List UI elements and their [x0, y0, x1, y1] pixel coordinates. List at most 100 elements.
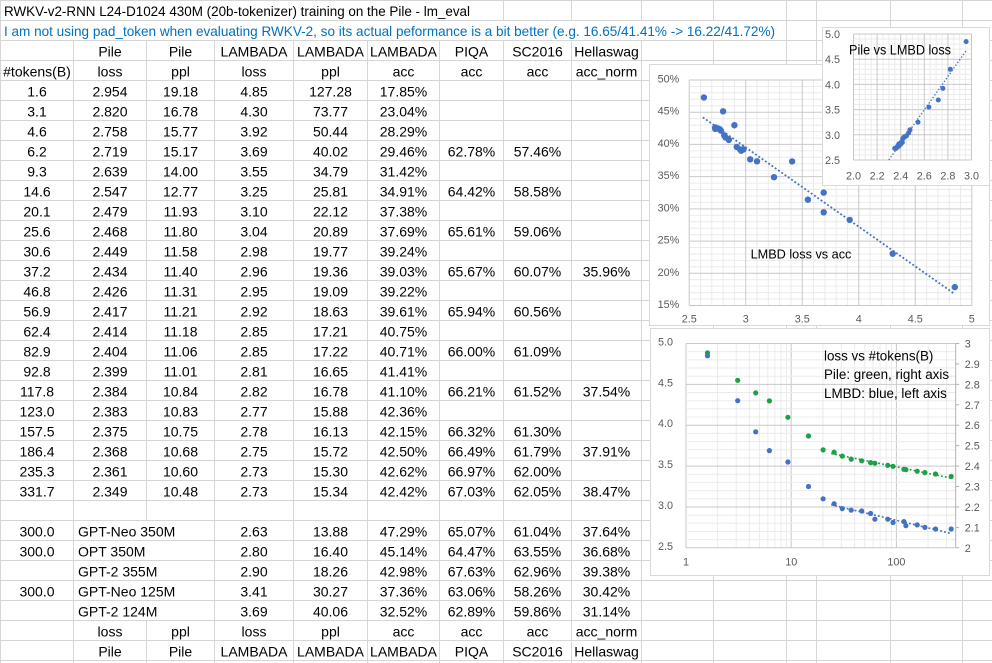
svg-text:I am not using pad_token when: I am not using pad_token when evaluating… [4, 24, 775, 39]
svg-text:16.65: 16.65 [313, 364, 348, 380]
svg-text:15.17: 15.17 [163, 144, 198, 160]
svg-text:2.434: 2.434 [92, 264, 127, 280]
svg-text:GPT-2 124M: GPT-2 124M [78, 604, 157, 620]
svg-text:42.15%: 42.15% [380, 424, 427, 440]
svg-text:19.18: 19.18 [163, 84, 198, 100]
svg-text:LMBD: blue, left axis: LMBD: blue, left axis [824, 386, 947, 401]
svg-text:LAMBADA: LAMBADA [297, 44, 365, 60]
svg-text:acc: acc [527, 624, 549, 640]
svg-text:28.29%: 28.29% [380, 124, 427, 140]
svg-text:2.5: 2.5 [658, 541, 673, 553]
svg-text:42.50%: 42.50% [380, 444, 427, 460]
svg-text:acc: acc [393, 64, 415, 80]
svg-text:39.24%: 39.24% [380, 244, 427, 260]
svg-text:3.5: 3.5 [825, 105, 840, 117]
svg-text:4.5: 4.5 [908, 314, 923, 326]
svg-text:SC2016: SC2016 [512, 644, 563, 660]
svg-text:64.42%: 64.42% [448, 184, 495, 200]
svg-text:186.4: 186.4 [19, 444, 54, 460]
svg-text:20%: 20% [658, 267, 680, 279]
svg-text:58.26%: 58.26% [514, 584, 561, 600]
svg-text:19.77: 19.77 [313, 244, 348, 260]
svg-text:23.04%: 23.04% [380, 104, 427, 120]
svg-text:63.55%: 63.55% [514, 544, 561, 560]
svg-text:50%: 50% [658, 74, 680, 86]
svg-text:2.5: 2.5 [825, 155, 840, 167]
svg-text:2.90: 2.90 [240, 564, 267, 580]
svg-text:5: 5 [969, 314, 975, 326]
svg-text:2.383: 2.383 [92, 404, 127, 420]
svg-text:acc: acc [527, 64, 549, 80]
svg-text:4.5: 4.5 [825, 54, 840, 66]
svg-text:2.95: 2.95 [240, 284, 267, 300]
svg-text:62.96%: 62.96% [514, 564, 561, 580]
svg-text:2.414: 2.414 [92, 324, 127, 340]
svg-text:62.78%: 62.78% [448, 144, 495, 160]
svg-text:65.61%: 65.61% [448, 224, 495, 240]
svg-text:35.96%: 35.96% [583, 264, 630, 280]
svg-text:73.77: 73.77 [313, 104, 348, 120]
svg-text:Hellaswag: Hellaswag [574, 644, 639, 660]
svg-text:3.5: 3.5 [658, 459, 673, 471]
svg-text:2.96: 2.96 [240, 264, 267, 280]
svg-text:2.6: 2.6 [917, 171, 932, 183]
svg-text:17.85%: 17.85% [380, 84, 427, 100]
svg-text:2.9: 2.9 [965, 359, 980, 371]
svg-text:42.98%: 42.98% [380, 564, 427, 580]
svg-text:15.88: 15.88 [313, 404, 348, 420]
svg-text:25.6: 25.6 [23, 224, 50, 240]
svg-text:13.88: 13.88 [313, 524, 348, 540]
svg-text:15.72: 15.72 [313, 444, 348, 460]
svg-text:Pile: Pile [169, 644, 193, 660]
svg-text:11.18: 11.18 [164, 324, 198, 340]
svg-text:47.29%: 47.29% [380, 524, 427, 540]
svg-text:2.7: 2.7 [965, 400, 980, 412]
svg-text:GPT-Neo 125M: GPT-Neo 125M [78, 584, 175, 600]
svg-text:10.75: 10.75 [163, 424, 198, 440]
svg-text:4.5: 4.5 [658, 377, 673, 389]
svg-text:2.8: 2.8 [940, 171, 955, 183]
svg-text:18.26: 18.26 [313, 564, 348, 580]
svg-text:2.349: 2.349 [92, 484, 127, 500]
svg-text:5.0: 5.0 [658, 337, 673, 349]
svg-text:117.8: 117.8 [20, 384, 54, 400]
svg-text:11.06: 11.06 [164, 344, 198, 360]
svg-text:PIQA: PIQA [455, 644, 489, 660]
svg-text:45%: 45% [658, 106, 680, 118]
svg-text:35%: 35% [658, 170, 680, 182]
svg-text:PIQA: PIQA [455, 44, 489, 60]
svg-text:20.89: 20.89 [313, 224, 348, 240]
svg-text:15.34: 15.34 [313, 484, 348, 500]
svg-text:4: 4 [856, 314, 862, 326]
svg-text:2.547: 2.547 [92, 184, 127, 200]
svg-text:10: 10 [785, 556, 797, 568]
svg-text:LAMBADA: LAMBADA [370, 644, 438, 660]
svg-text:32.52%: 32.52% [380, 604, 427, 620]
svg-text:acc: acc [461, 64, 483, 80]
svg-text:LAMBADA: LAMBADA [221, 44, 289, 60]
svg-text:3.1: 3.1 [27, 104, 47, 120]
svg-text:loss: loss [242, 624, 267, 640]
svg-text:2.0: 2.0 [846, 171, 861, 183]
svg-text:31.42%: 31.42% [380, 164, 427, 180]
svg-text:11.01: 11.01 [164, 364, 198, 380]
svg-text:2.77: 2.77 [240, 404, 267, 420]
svg-text:3.5: 3.5 [795, 314, 810, 326]
svg-text:2.3: 2.3 [965, 482, 980, 494]
svg-text:11.80: 11.80 [164, 224, 198, 240]
svg-text:2.479: 2.479 [92, 204, 127, 220]
svg-text:62.4: 62.4 [23, 324, 50, 340]
svg-text:2.449: 2.449 [92, 244, 127, 260]
svg-text:41.41%: 41.41% [380, 364, 427, 380]
svg-text:2.80: 2.80 [240, 544, 267, 560]
svg-text:2.404: 2.404 [92, 344, 127, 360]
svg-text:2.361: 2.361 [92, 464, 127, 480]
svg-text:40.06: 40.06 [313, 604, 348, 620]
svg-text:Pile: Pile [169, 44, 193, 60]
svg-text:acc: acc [393, 624, 415, 640]
svg-text:19.09: 19.09 [313, 284, 348, 300]
svg-text:39.03%: 39.03% [380, 264, 427, 280]
svg-text:11.58: 11.58 [164, 244, 198, 260]
svg-text:38.47%: 38.47% [583, 484, 630, 500]
svg-text:123.0: 123.0 [19, 404, 54, 420]
